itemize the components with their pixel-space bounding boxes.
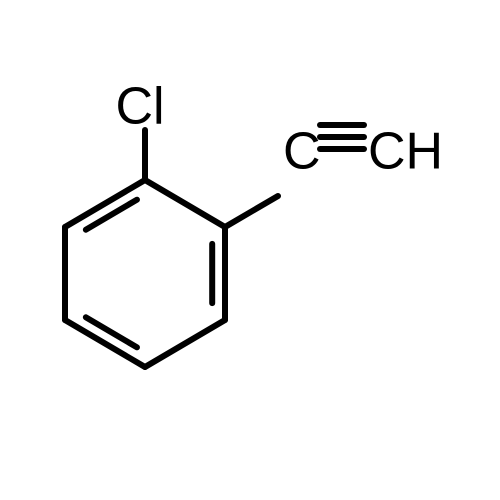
svg-text:Cl: Cl [115,78,164,136]
svg-text:C: C [283,123,321,181]
molecule-diagram: Cl C CH [0,0,500,500]
svg-text:CH: CH [368,123,443,181]
